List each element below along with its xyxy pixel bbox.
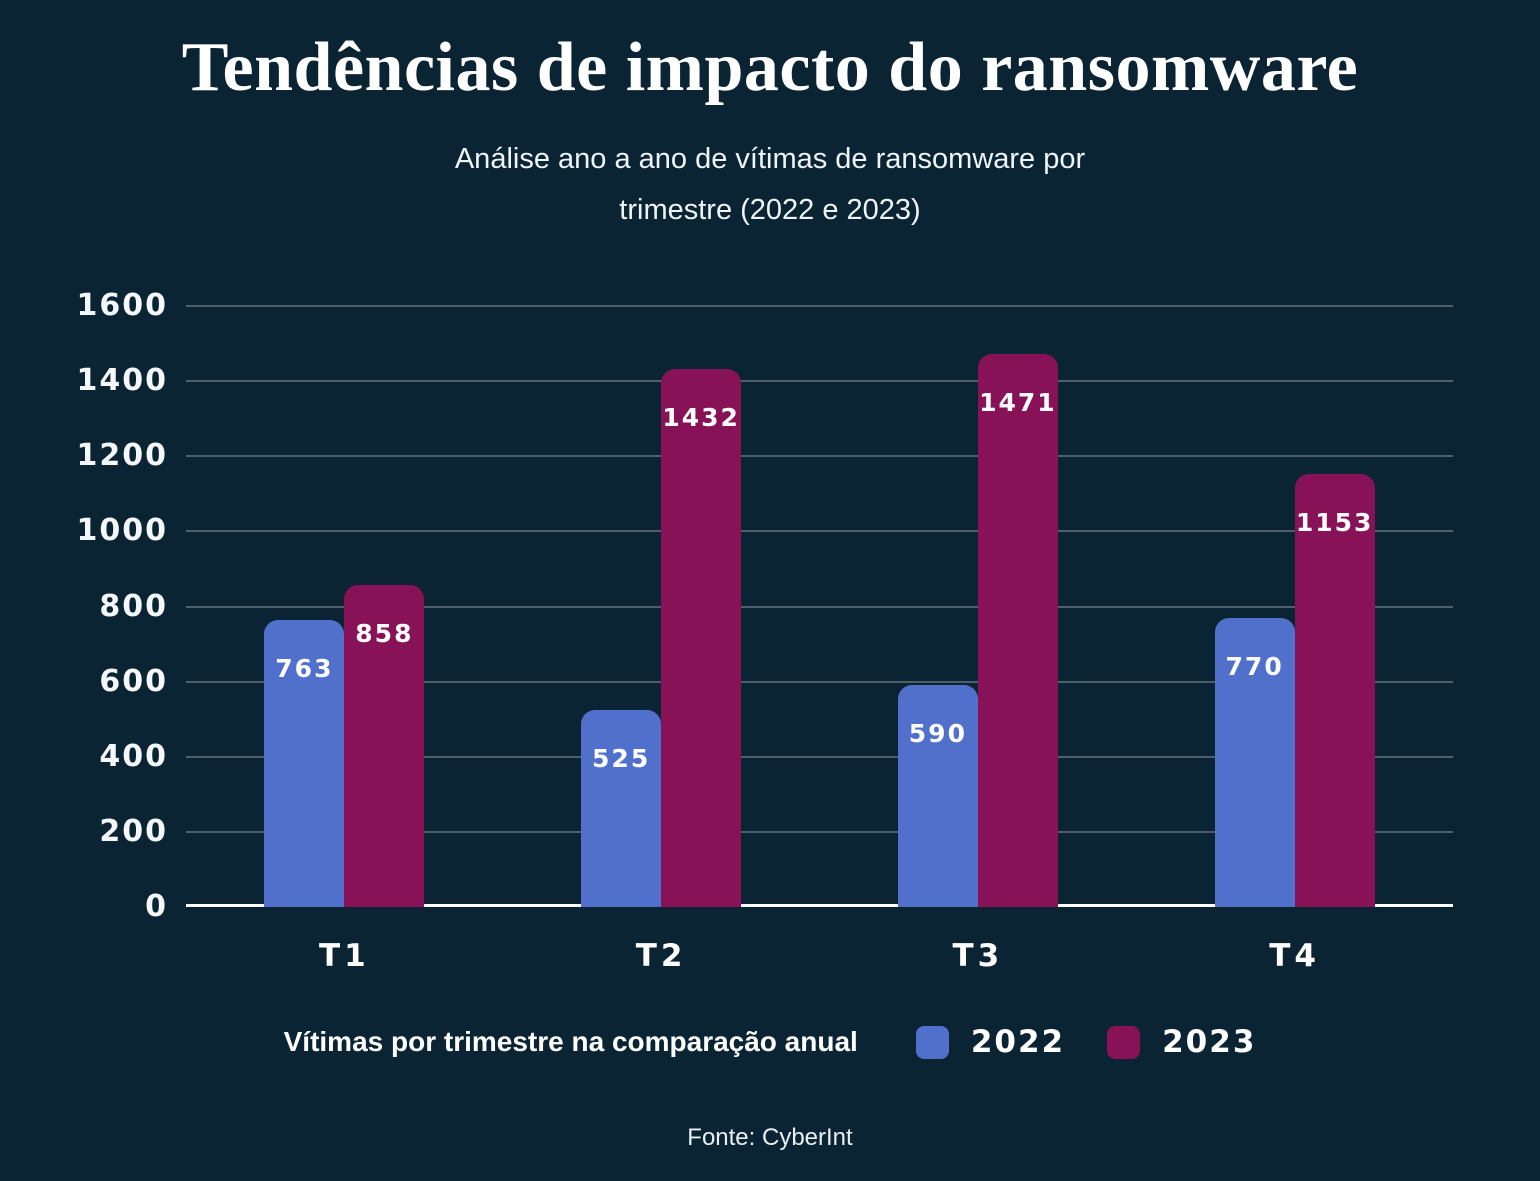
- legend-title: Vítimas por trimestre na comparação anua…: [283, 1026, 858, 1057]
- bar-2022-t4: 770: [1214, 617, 1295, 907]
- bar-group-t2: 525 1432: [581, 369, 742, 907]
- page-subtitle: Análise ano a ano de vítimas de ransomwa…: [0, 134, 1540, 236]
- legend-swatch-2023: [1107, 1025, 1141, 1059]
- source-note: Fonte: CyberInt: [687, 1124, 853, 1151]
- bar-chart-plot-area: 763 858 525 1432 590 1471 770 1153: [186, 305, 1453, 907]
- gridline-400: [186, 755, 1453, 758]
- bar-2023-t1: 858: [344, 584, 425, 907]
- page-title: Tendências de impacto do ransomware: [181, 29, 1359, 106]
- y-tick-label-1000: 1000: [76, 513, 168, 549]
- x-tick-label-t2: T2: [635, 938, 687, 974]
- legend-items: 2022 2023: [915, 1024, 1257, 1060]
- gridline-800: [186, 605, 1453, 608]
- bar-value-label: 525: [592, 743, 651, 773]
- x-tick-label-t3: T3: [952, 938, 1004, 974]
- y-tick-label-0: 0: [145, 889, 168, 924]
- bar-2022-t1: 763: [264, 620, 345, 907]
- gridline-1000: [186, 530, 1453, 533]
- y-tick-label-1200: 1200: [76, 438, 168, 474]
- y-tick-label-1400: 1400: [76, 363, 168, 399]
- bar-2022-t2: 525: [581, 709, 662, 907]
- bar-2022-t3: 590: [897, 685, 978, 907]
- bar-2023-t4: 1153: [1294, 473, 1375, 907]
- bar-value-label: 1153: [1295, 507, 1374, 537]
- bar-value-label: 763: [275, 654, 334, 684]
- subtitle-line-1: Análise ano a ano de vítimas de ransomwa…: [454, 143, 1086, 175]
- legend-swatch-2022: [915, 1025, 949, 1059]
- bar-value-label: 1471: [979, 388, 1057, 418]
- y-tick-label-600: 600: [99, 663, 168, 699]
- x-tick-label-t4: T4: [1269, 938, 1320, 974]
- legend-year-label: 2023: [1162, 1024, 1257, 1060]
- bar-2023-t2: 1432: [661, 369, 742, 907]
- gridline-600: [186, 680, 1453, 683]
- gridline-200: [186, 830, 1453, 833]
- legend-year-label: 2022: [970, 1024, 1066, 1060]
- gridline-1200: [186, 455, 1453, 458]
- bar-value-label: 858: [355, 618, 414, 648]
- y-tick-label-400: 400: [99, 738, 168, 774]
- gridline-1400: [186, 380, 1453, 383]
- chart-legend: Vítimas por trimestre na comparação anua…: [0, 1024, 1540, 1060]
- gridline-1600: [186, 305, 1453, 307]
- y-axis-labels: 0 200 400 600 800 1000 1200 1400 1600: [0, 291, 168, 922]
- bar-value-label: 770: [1225, 651, 1284, 681]
- legend-item-2023: 2023: [1107, 1024, 1256, 1060]
- bar-value-label: 1432: [662, 403, 740, 433]
- bar-group-t3: 590 1471: [897, 354, 1058, 907]
- x-tick-label-t1: T1: [319, 938, 370, 974]
- y-tick-label-200: 200: [99, 813, 168, 849]
- bar-group-t1: 763 858: [264, 584, 425, 907]
- y-tick-label-1600: 1600: [76, 288, 168, 323]
- subtitle-line-2: trimestre (2022 e 2023): [619, 194, 921, 226]
- x-axis-line: [186, 904, 1453, 907]
- bar-2023-t3: 1471: [977, 354, 1058, 907]
- y-tick-label-800: 800: [99, 588, 168, 624]
- bar-group-t4: 770 1153: [1214, 473, 1375, 907]
- legend-item-2022: 2022: [915, 1024, 1066, 1060]
- bar-value-label: 590: [908, 719, 967, 749]
